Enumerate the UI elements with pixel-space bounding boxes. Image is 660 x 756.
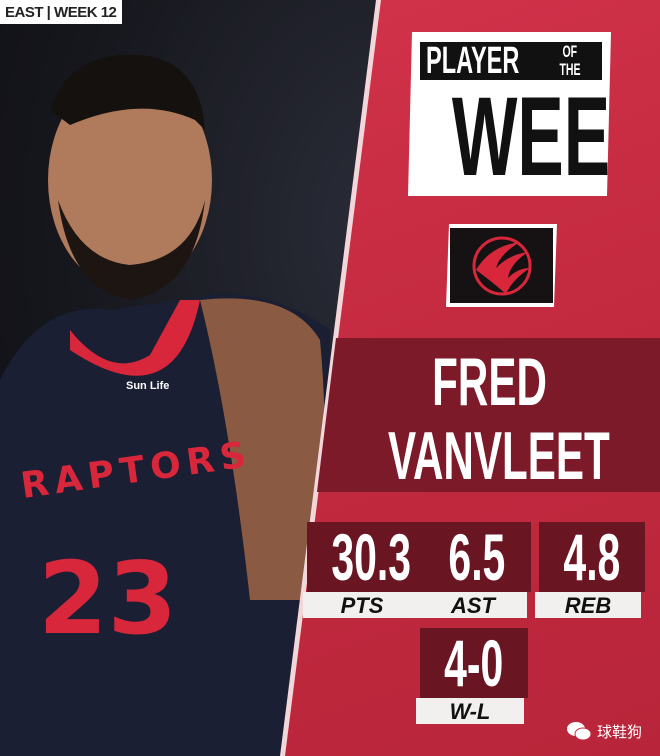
- wechat-icon: [566, 722, 592, 741]
- stat-value: 4.8: [563, 520, 621, 594]
- player-of-the-week-title: PLAYER OF THE WEEK: [408, 32, 611, 196]
- title-of: OF: [562, 42, 578, 61]
- first-name-text: FRED: [432, 344, 548, 420]
- watermark-text: 球鞋狗: [596, 722, 642, 741]
- stat-label: W-L: [416, 698, 524, 724]
- team-logo: [446, 224, 557, 307]
- stat-value: 4-0: [444, 626, 504, 700]
- stat-win-loss: 4-0 W-L: [416, 626, 528, 724]
- jersey-number: 23: [38, 540, 178, 657]
- player-first-name: FRED: [320, 348, 660, 416]
- stat-value: 6.5: [448, 520, 506, 594]
- stat-points: 30.3 PTS: [303, 520, 425, 618]
- title-the: THE: [559, 60, 581, 79]
- player-last-name: VANVLEET: [320, 422, 660, 490]
- conference-week-tag: EAST | WEEK 12: [0, 0, 123, 24]
- stat-label: PTS: [303, 592, 421, 618]
- stat-value: 30.3: [331, 520, 412, 594]
- jersey-sponsor: Sun Life: [126, 380, 170, 392]
- raptors-logo-icon: [450, 228, 553, 303]
- last-name-text: VANVLEET: [387, 418, 610, 494]
- stat-label: AST: [419, 592, 527, 618]
- title-player: PLAYER: [426, 40, 520, 82]
- stat-rebounds: 4.8 REB: [535, 520, 645, 618]
- stat-label: REB: [535, 592, 641, 618]
- stat-assists: 6.5 AST: [419, 520, 531, 618]
- player-name-band: [317, 338, 660, 492]
- watermark: 球鞋狗: [566, 720, 642, 742]
